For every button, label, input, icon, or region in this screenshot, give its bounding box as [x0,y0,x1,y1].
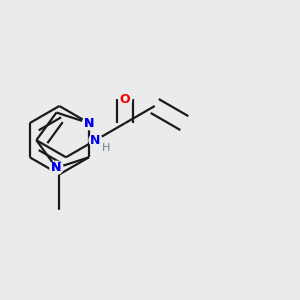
Text: N: N [51,161,62,174]
Text: O: O [120,93,130,106]
Text: N: N [51,161,62,174]
Circle shape [118,93,132,106]
Text: N: N [90,134,101,147]
Text: H: H [102,142,110,153]
Text: N: N [84,117,94,130]
Circle shape [50,161,63,174]
Circle shape [89,134,102,147]
Circle shape [82,117,95,130]
Text: N: N [84,117,94,130]
